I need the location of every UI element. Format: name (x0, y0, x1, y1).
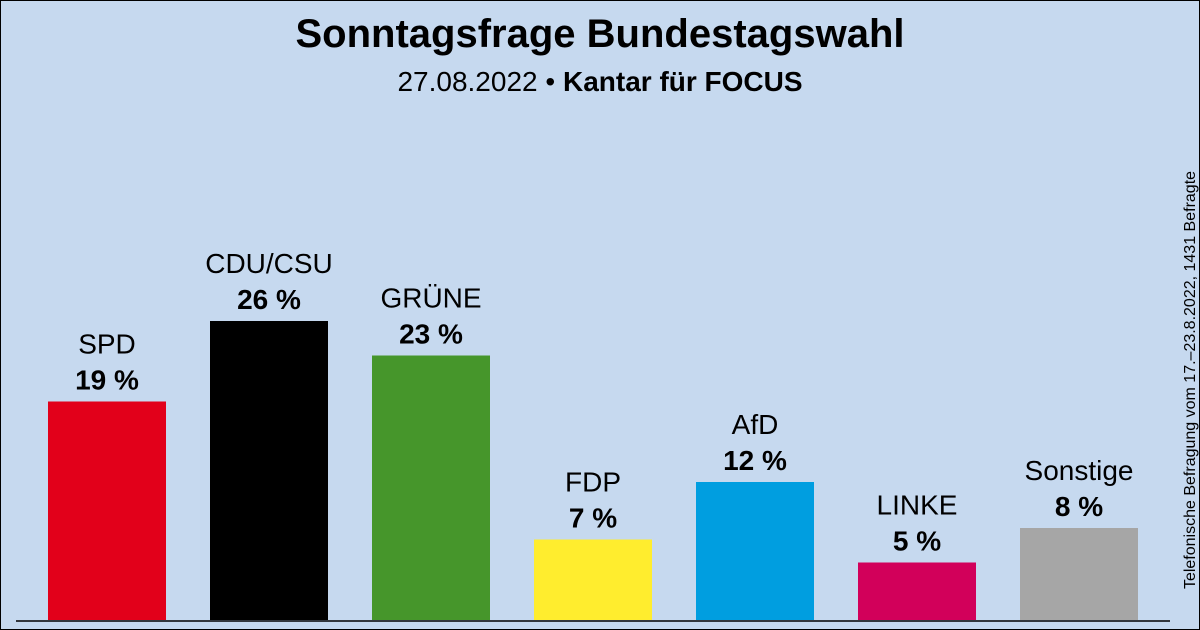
bar-gr-ne (372, 355, 490, 620)
category-label-afd: AfD (732, 409, 779, 440)
bars-group: 19 % SPD 26 % CDU/CSU 23 % GRÜNE 7 % FDP 12 % AfD… (48, 248, 1138, 620)
subtitle-date: 27.08.2022 (397, 66, 538, 97)
subtitle-source: Kantar für FOCUS (562, 66, 803, 97)
value-label-sonstige: 8 % (1055, 491, 1103, 522)
bar-fdp (534, 539, 652, 620)
category-label-cdu-csu: CDU/CSU (205, 248, 333, 279)
value-label-afd: 12 % (723, 445, 787, 476)
value-label-fdp: 7 % (569, 503, 617, 534)
category-label-fdp: FDP (565, 467, 621, 498)
category-label-spd: SPD (78, 329, 136, 360)
value-label-gr-ne: 23 % (399, 319, 463, 350)
subtitle-separator: • (537, 66, 563, 97)
bar-cdu-csu (210, 321, 328, 620)
chart-subtitle: 27.08.2022 • Kantar für FOCUS (0, 66, 1200, 98)
bar-linke (858, 562, 976, 620)
category-label-gr-ne: GRÜNE (380, 283, 481, 314)
chart-title: Sonntagsfrage Bundestagswahl (295, 12, 905, 56)
bar-afd (696, 482, 814, 620)
category-label-sonstige: Sonstige (1025, 455, 1134, 486)
category-label-linke: LINKE (877, 490, 958, 521)
value-label-cdu-csu: 26 % (237, 284, 301, 315)
bar-spd (48, 401, 166, 620)
value-label-linke: 5 % (893, 526, 941, 557)
bar-sonstige (1020, 528, 1138, 620)
value-label-spd: 19 % (75, 365, 139, 396)
